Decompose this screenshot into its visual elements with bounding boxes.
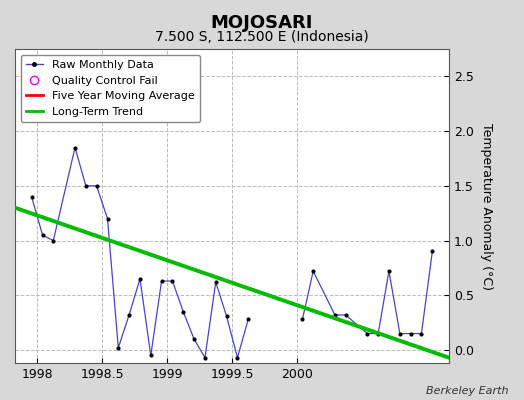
Legend: Raw Monthly Data, Quality Control Fail, Five Year Moving Average, Long-Term Tren: Raw Monthly Data, Quality Control Fail, …	[20, 54, 200, 122]
Text: Berkeley Earth: Berkeley Earth	[426, 386, 508, 396]
Text: MOJOSARI: MOJOSARI	[211, 14, 313, 32]
Text: 7.500 S, 112.500 E (Indonesia): 7.500 S, 112.500 E (Indonesia)	[155, 30, 369, 44]
Y-axis label: Temperature Anomaly (°C): Temperature Anomaly (°C)	[481, 122, 493, 290]
